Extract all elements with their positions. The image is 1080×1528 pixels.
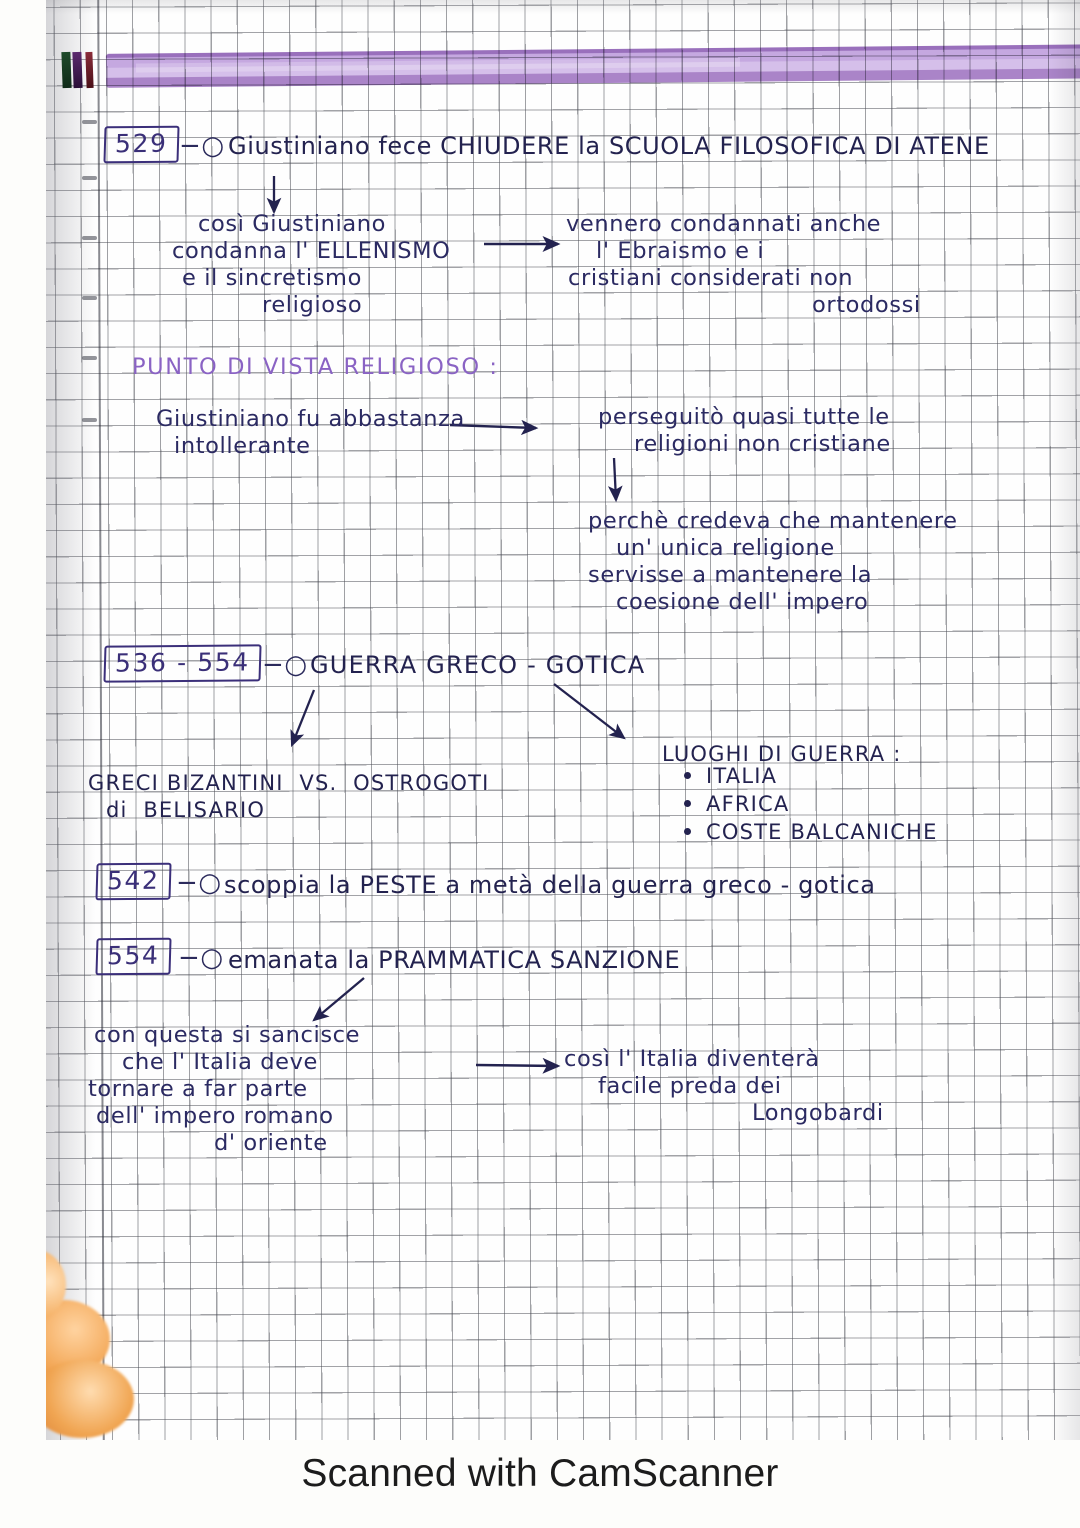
pov-right-line-1: perseguitò quasi tutte le	[598, 404, 890, 430]
highlighter-cap-purple	[72, 51, 83, 89]
headline-536-554: GUERRA GRECO - GOTICA	[310, 651, 646, 679]
pov-below-line-1: perchè credeva che mantenere	[588, 508, 958, 534]
entry-529-left-line-1: così Giustiniano	[198, 211, 386, 237]
luoghi-di-guerra-title: LUOGHI DI GUERRA :	[662, 742, 902, 766]
headline-542: scoppia la PESTE a metà della guerra gre…	[224, 871, 876, 899]
entry-554-left-line-3: tornare a far parte	[88, 1076, 308, 1102]
entry-554-left-line-1: con questa si sancisce	[94, 1022, 361, 1048]
entry-529-right-line-3: cristiani considerati non	[568, 265, 854, 291]
entry-554-left-line-4: dell' impero romano	[96, 1103, 334, 1129]
luogo-italia: ITALIA	[706, 764, 778, 788]
lead-marker-536: −○	[262, 650, 308, 680]
pov-left-line-1: Giustiniano fu abbastanza	[156, 406, 465, 432]
year-box-542: 542	[95, 862, 172, 901]
highlighter-cap-red	[85, 51, 94, 89]
entry-554-left-line-5: d' oriente	[214, 1130, 328, 1156]
entry-554-right-line-1: così l' Italia diventerà	[564, 1046, 820, 1072]
camscanner-watermark: Scanned with CamScanner	[0, 1452, 1080, 1496]
pov-left-line-2: intollerante	[174, 433, 311, 459]
bullet-dot	[684, 828, 691, 835]
binding-mark	[82, 120, 97, 124]
year-box-529: 529	[103, 125, 180, 164]
orange-object-sliver	[46, 1250, 66, 1320]
entry-529-right-line-1: vennero condannati anche	[566, 211, 882, 237]
entry-554-right-line-3: Longobardi	[752, 1100, 884, 1126]
binding-mark	[82, 356, 97, 360]
entry-529-right-line-2: l' Ebraismo e i	[596, 238, 765, 264]
bullet-dot	[684, 800, 691, 807]
binding-mark	[82, 236, 97, 240]
luogo-coste-balcaniche: COSTE BALCANICHE	[706, 820, 938, 844]
lead-marker-542: −○	[176, 868, 222, 898]
pov-right-line-2: religioni non cristiane	[634, 431, 891, 457]
headline-529: Giustiniano fece CHIUDERE la SCUOLA FILO…	[228, 132, 990, 160]
entry-529-left-line-2: condanna l' ELLENISMO	[172, 238, 451, 264]
entry-554-right-line-2: facile preda dei	[598, 1073, 782, 1099]
heading-punto-di-vista-religioso: PUNTO DI VISTA RELIGIOSO :	[132, 354, 499, 380]
notebook-paper: 529 −○ Giustiniano fece CHIUDERE la SCUO…	[46, 0, 1080, 1440]
watermark-text: Scanned with CamScanner	[301, 1452, 779, 1495]
greci-vs-ostrogoti: GRECI BIZANTINI VS. OSTROGOTI	[88, 771, 490, 795]
lead-marker-554: −○	[178, 943, 224, 973]
orange-object-lower	[46, 1360, 134, 1438]
pov-below-line-4: coesione dell' impero	[616, 589, 869, 615]
binding-mark	[82, 176, 97, 180]
entry-529-left-line-3: e il sincretismo	[182, 265, 362, 291]
luogo-africa: AFRICA	[706, 792, 790, 816]
pov-below-line-2: un' unica religione	[616, 535, 835, 561]
pov-below-line-3: servisse a mantenere la	[588, 562, 873, 588]
year-box-554: 554	[95, 937, 172, 976]
highlighter-cap-dark	[61, 51, 72, 89]
entry-554-left-line-2: che l' Italia deve	[122, 1049, 318, 1075]
bullet-dot	[684, 772, 691, 779]
binding-mark	[82, 418, 97, 422]
year-box-536-554: 536 - 554	[103, 644, 262, 683]
binding-mark	[82, 296, 97, 300]
entry-529-left-line-4: religioso	[262, 292, 363, 318]
entry-529-right-line-4: ortodossi	[812, 292, 921, 318]
lead-marker-529: −○	[179, 131, 225, 161]
headline-554: emanata la PRAMMATICA SANZIONE	[228, 946, 681, 974]
di-belisario: di BELISARIO	[106, 798, 266, 822]
